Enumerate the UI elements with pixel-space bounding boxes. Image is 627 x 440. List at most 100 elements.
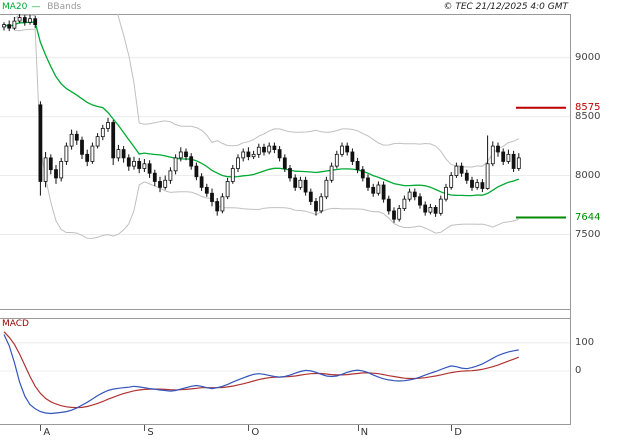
candle-body bbox=[412, 191, 417, 198]
candle-body bbox=[366, 177, 370, 188]
month-label: D bbox=[454, 427, 462, 438]
candle-body bbox=[100, 127, 105, 138]
candle-body bbox=[438, 198, 443, 214]
candle-body bbox=[85, 153, 90, 162]
candle-body bbox=[490, 145, 495, 165]
price-axis-label: 8000 bbox=[575, 169, 601, 181]
candle-body bbox=[464, 172, 469, 181]
candle-body bbox=[33, 18, 38, 26]
candle-body bbox=[516, 157, 521, 169]
candle-body bbox=[54, 169, 58, 179]
candle-body bbox=[158, 181, 162, 188]
candle-body bbox=[402, 198, 407, 209]
candle-body bbox=[480, 182, 485, 189]
candle-body bbox=[230, 168, 235, 182]
macd-signal-line bbox=[3, 331, 520, 409]
candle-body bbox=[59, 161, 64, 179]
month-tick bbox=[451, 425, 453, 431]
candle-body bbox=[376, 184, 381, 194]
candle-body bbox=[132, 161, 136, 167]
candle-body bbox=[449, 175, 454, 188]
price-axis-label: 7500 bbox=[575, 228, 601, 240]
candle-body bbox=[397, 208, 402, 220]
month-tick bbox=[357, 425, 359, 431]
candle-body bbox=[12, 20, 17, 29]
macd-label: MACD bbox=[2, 319, 29, 329]
bollinger-upper-band bbox=[14, 14, 520, 168]
candle-body bbox=[262, 146, 266, 153]
candle-body bbox=[220, 196, 225, 212]
candle-body bbox=[48, 157, 53, 171]
candle-body bbox=[277, 149, 282, 159]
candle-body bbox=[350, 151, 355, 162]
candle-body bbox=[423, 204, 428, 213]
candle-body bbox=[288, 168, 292, 179]
month-tick bbox=[144, 425, 146, 431]
candle-body bbox=[121, 149, 126, 159]
candle-body bbox=[298, 179, 303, 188]
candle-body bbox=[7, 24, 12, 29]
candle-body bbox=[173, 157, 178, 172]
candle-body bbox=[189, 156, 194, 167]
month-label: O bbox=[251, 427, 260, 438]
level-label: 7644 bbox=[575, 211, 601, 223]
candle-body bbox=[293, 177, 298, 188]
candle-body bbox=[80, 139, 84, 155]
candle-body bbox=[251, 153, 256, 158]
candle-body bbox=[2, 24, 6, 28]
candle-body bbox=[267, 145, 272, 153]
level-label: 8575 bbox=[575, 101, 601, 113]
candle-body bbox=[340, 145, 344, 155]
candle-body bbox=[106, 122, 110, 129]
candle-body bbox=[126, 157, 131, 167]
candle-body bbox=[168, 170, 173, 181]
candle-body bbox=[199, 176, 204, 188]
candle-body bbox=[28, 18, 32, 23]
candle-body bbox=[329, 165, 334, 181]
candle-body bbox=[501, 151, 506, 162]
candle-body bbox=[314, 201, 318, 212]
ma20-line bbox=[3, 21, 520, 197]
month-tick bbox=[40, 425, 42, 431]
right-axis-line bbox=[570, 14, 571, 425]
month-label: A bbox=[43, 427, 51, 438]
candle-body bbox=[386, 198, 391, 212]
legend-ma20-label: MA20 bbox=[2, 2, 28, 12]
candle-body bbox=[496, 145, 500, 153]
candle-body bbox=[204, 186, 209, 194]
candle-body bbox=[194, 165, 199, 178]
candle-body bbox=[475, 182, 480, 188]
candle-body bbox=[215, 201, 220, 212]
candle-body bbox=[303, 179, 308, 193]
copyright-text: © TEC 21/12/2025 4:0 GMT bbox=[443, 2, 568, 12]
bollinger-lower-band bbox=[14, 28, 519, 239]
price-pane bbox=[0, 14, 570, 310]
candle-body bbox=[111, 122, 116, 159]
candle-body bbox=[433, 207, 438, 214]
candle-body bbox=[345, 145, 350, 153]
macd-line bbox=[3, 334, 519, 415]
macd-axis-label: 0 bbox=[575, 364, 582, 376]
month-label: N bbox=[360, 427, 369, 438]
candle-body bbox=[178, 151, 183, 159]
candle-body bbox=[334, 153, 339, 167]
macd-pane bbox=[0, 318, 570, 425]
candle-body bbox=[137, 161, 142, 169]
candle-body bbox=[163, 179, 168, 188]
candle-body bbox=[210, 192, 214, 202]
legend-ma20-dash: — bbox=[31, 2, 41, 12]
legend: MA20— BBands bbox=[2, 1, 85, 13]
candle-body bbox=[246, 151, 251, 158]
price-axis-label: 9000 bbox=[575, 51, 601, 63]
candle-body bbox=[241, 151, 246, 159]
candle-body bbox=[225, 181, 230, 198]
month-tick bbox=[248, 425, 250, 431]
candle-body bbox=[142, 163, 147, 169]
candle-body bbox=[282, 157, 287, 169]
candle-body bbox=[17, 17, 22, 22]
candle-body bbox=[360, 169, 365, 179]
candle-body bbox=[355, 161, 360, 171]
legend-bbands-label: BBands bbox=[47, 2, 82, 12]
macd-axis-label: 100 bbox=[575, 336, 595, 348]
candle-body bbox=[147, 163, 152, 174]
